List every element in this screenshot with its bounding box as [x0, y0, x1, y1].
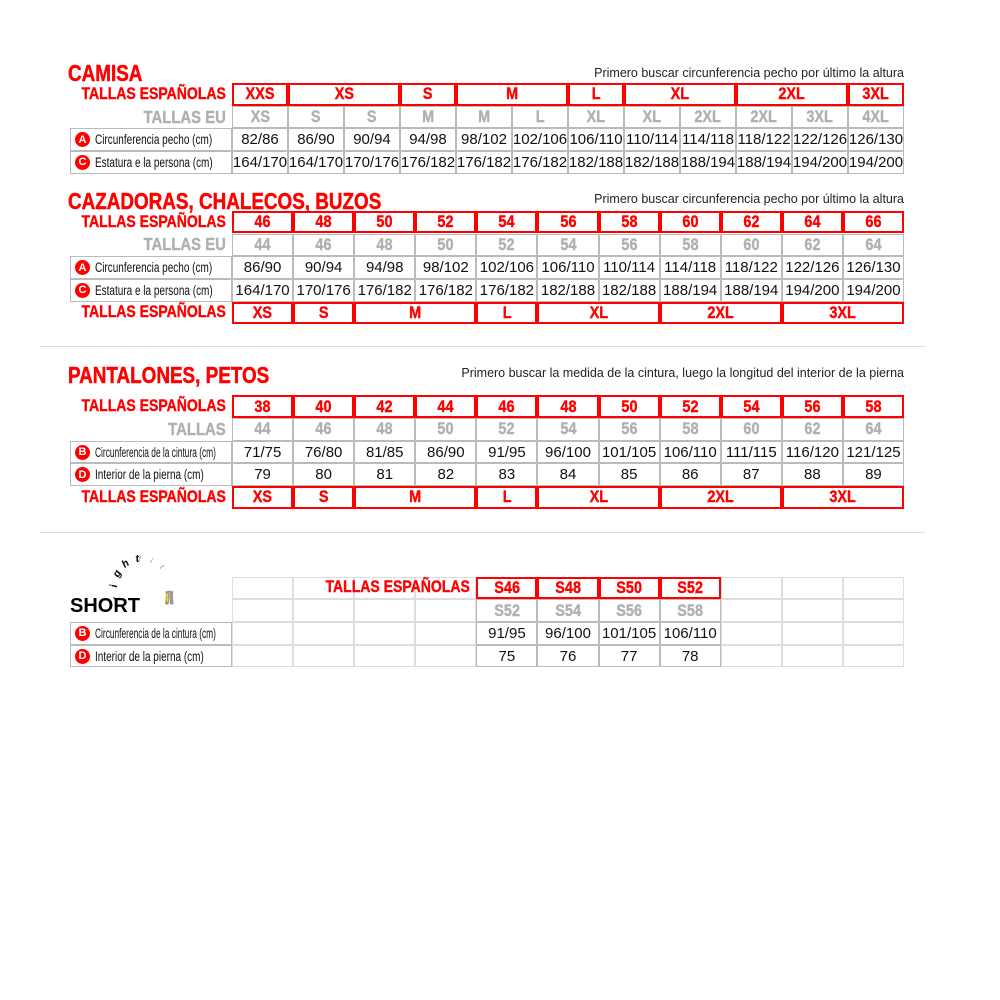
svg-text:f: f: [138, 553, 143, 563]
svg-text:i: i: [109, 583, 120, 587]
svg-text:h: h: [119, 557, 131, 570]
svg-text:g: g: [110, 567, 124, 580]
svg-text:t: t: [158, 562, 167, 571]
svg-text:i: i: [149, 555, 155, 565]
